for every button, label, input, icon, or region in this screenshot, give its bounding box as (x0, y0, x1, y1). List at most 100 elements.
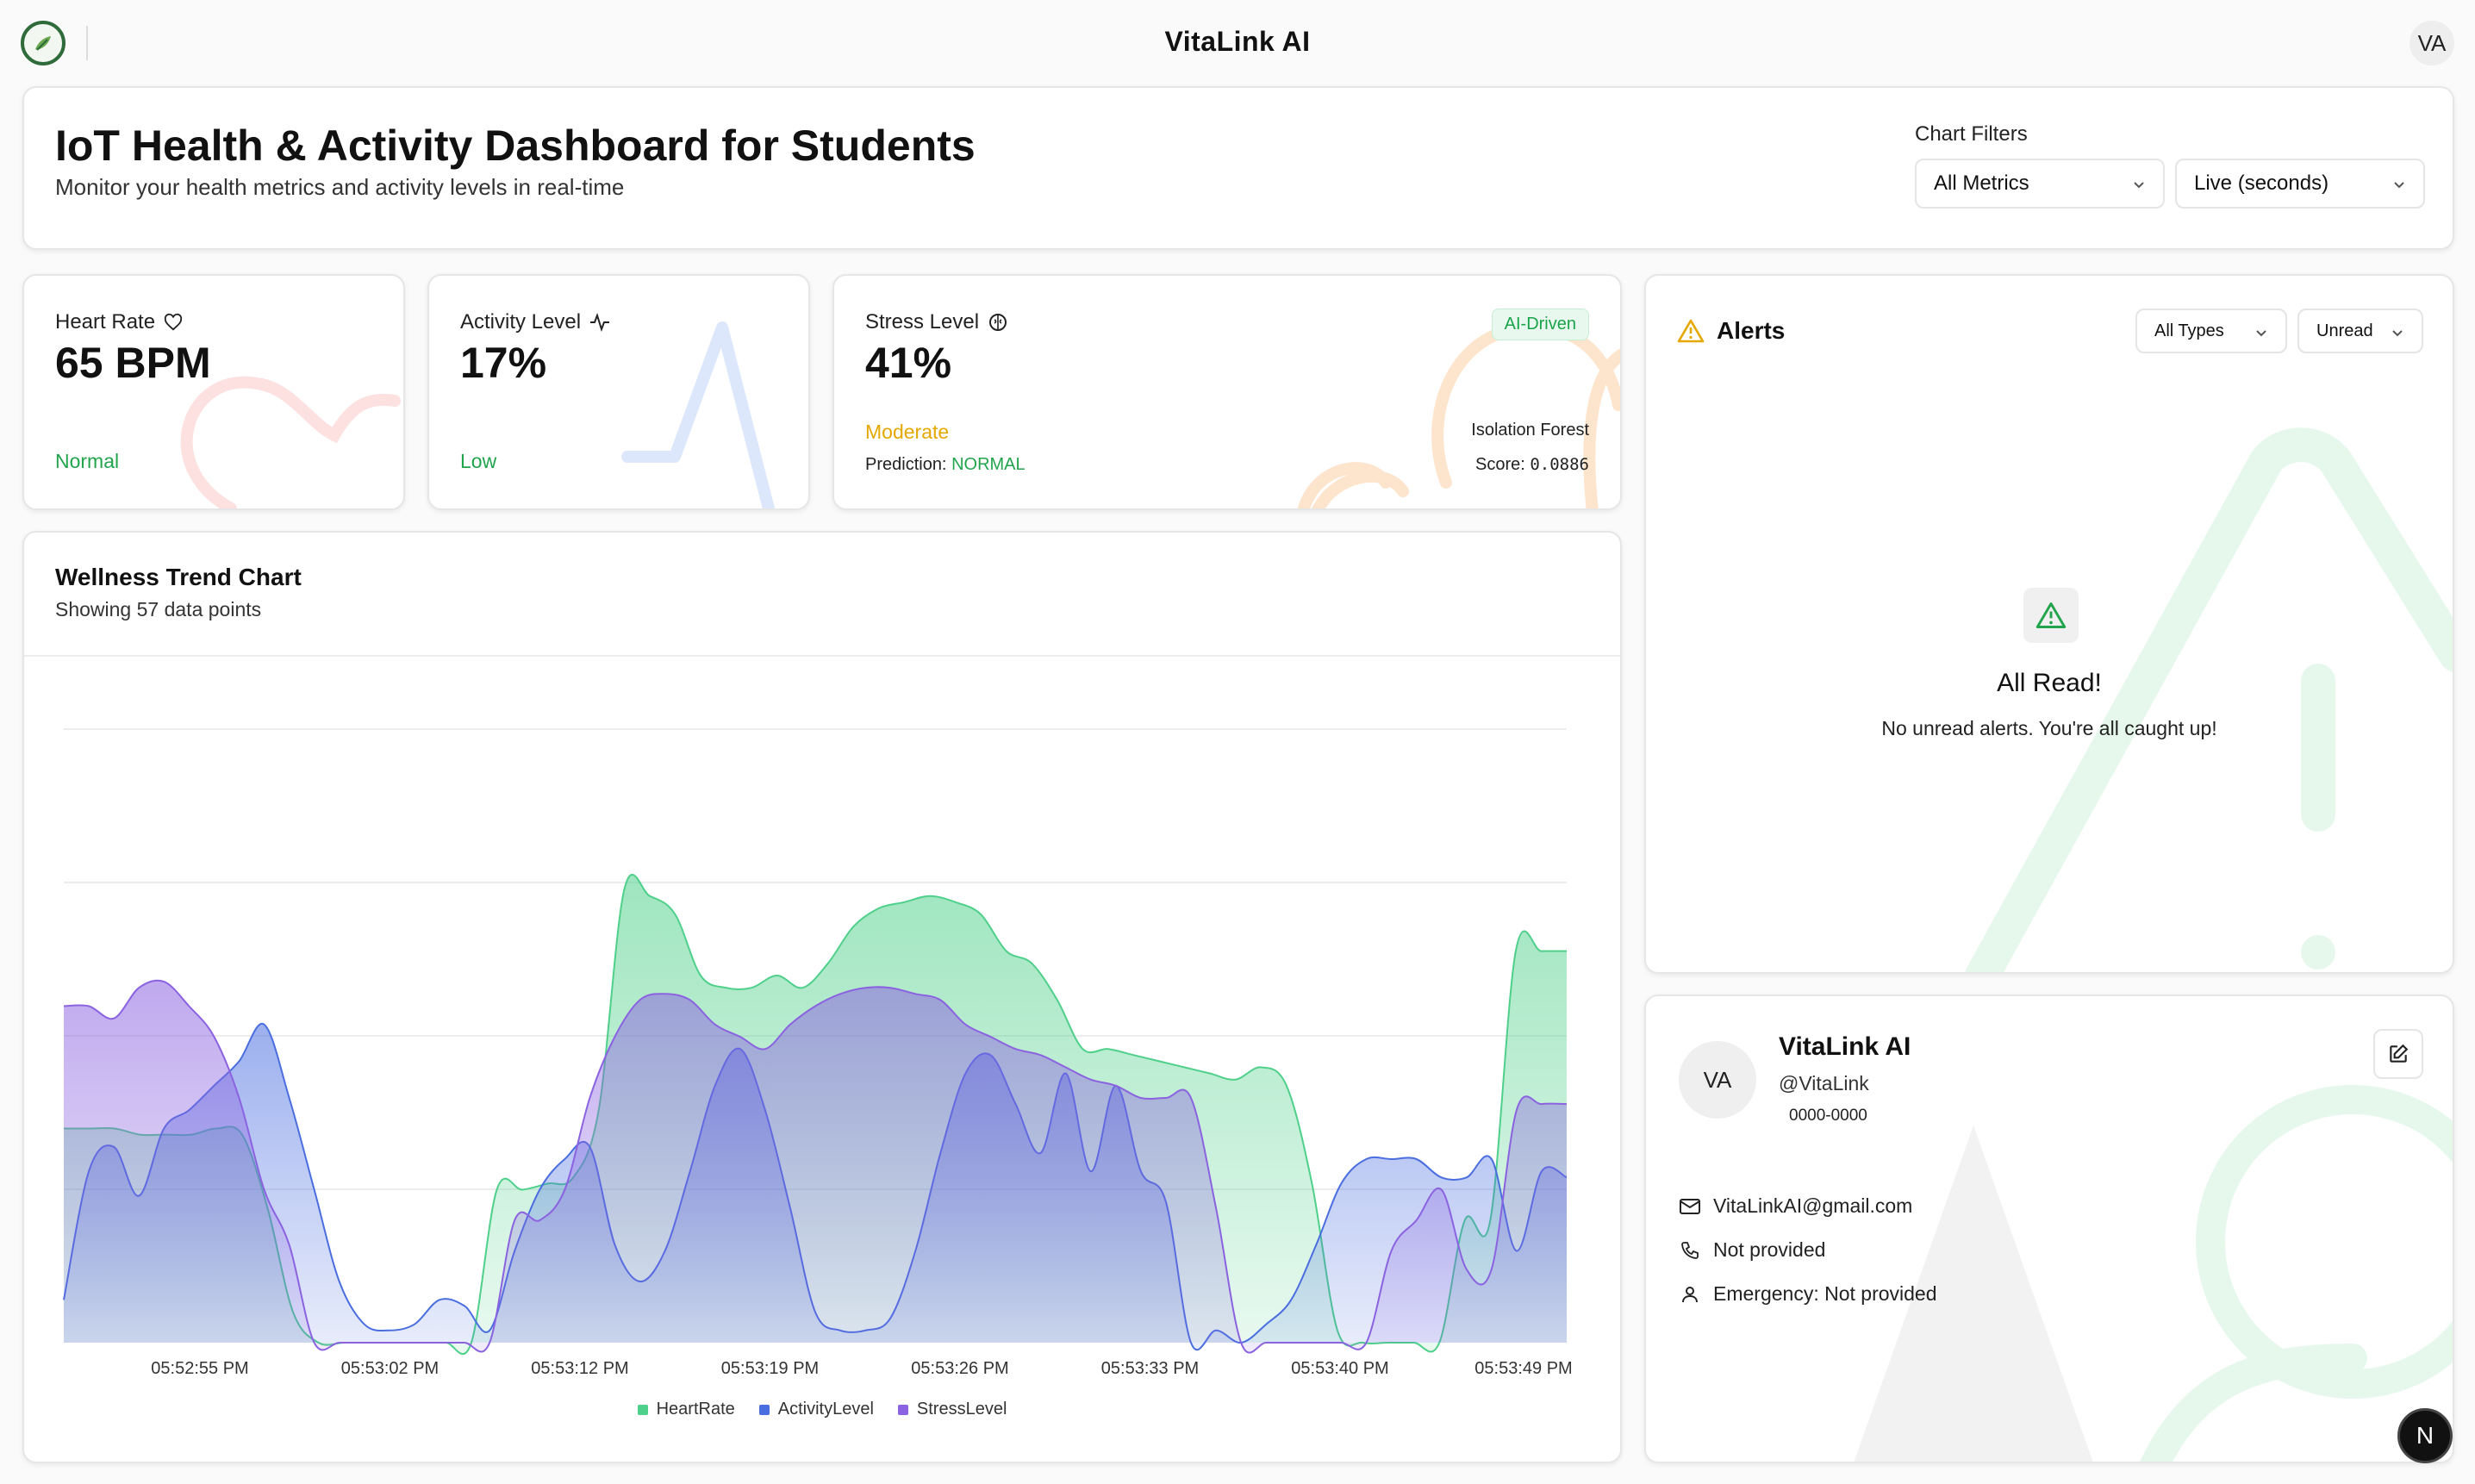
anomaly-score: Score: 0.0886 (1475, 455, 1589, 475)
wellness-trend-card: Wellness Trend Chart Showing 57 data poi… (22, 531, 1622, 1463)
dashboard-header: IoT Health & Activity Dashboard for Stud… (22, 86, 2454, 250)
warning-background-icon (1965, 427, 2453, 972)
app-title: VitaLink AI (1164, 26, 1311, 57)
chevron-down-icon (2256, 330, 2266, 337)
legend-item-heartrate[interactable]: HeartRate (637, 1400, 735, 1419)
x-tick-label: 05:52:55 PM (151, 1359, 248, 1378)
legend-swatch (758, 1404, 770, 1415)
heart-icon (164, 313, 183, 331)
x-tick-label: 05:53:49 PM (1474, 1359, 1572, 1378)
wellness-trend-chart[interactable]: 05:52:55 PM 05:53:02 PM 05:53:12 PM 05:53:1… (24, 533, 1622, 1463)
brain-icon (989, 314, 1007, 331)
series-line-stresslevel[interactable] (63, 979, 1568, 1354)
profile-name: VitaLink AI (1779, 1032, 1911, 1061)
heart-rate-card: Heart Rate 65 BPM Normal (22, 274, 405, 510)
phone-icon (1681, 1241, 1699, 1259)
chevron-down-icon (2134, 182, 2144, 189)
warning-icon (2035, 602, 2067, 628)
page-subtitle: Monitor your health metrics and activity… (55, 174, 625, 200)
legend-label: HeartRate (656, 1400, 735, 1419)
series-area-stresslevel (64, 980, 1567, 1353)
x-tick-label: 05:53:40 PM (1291, 1359, 1388, 1378)
profile-handle: @VitaLink (1779, 1072, 1869, 1094)
activity-pulse-icon (590, 313, 610, 332)
profile-phone-row: Not provided (1679, 1238, 1825, 1262)
user-icon (1682, 1286, 1698, 1302)
heart-rate-title: Heart Rate (55, 310, 183, 334)
mail-icon (1680, 1198, 1700, 1214)
prediction-value: NORMAL (951, 455, 1026, 474)
metric-filter-select[interactable]: All Metrics (1915, 159, 2165, 209)
edit-icon (2390, 1044, 2409, 1063)
x-tick-label: 05:53:26 PM (911, 1359, 1008, 1378)
time-range-value: Live (seconds) (2194, 171, 2329, 195)
page-title: IoT Health & Activity Dashboard for Stud… (55, 122, 976, 170)
activity-background-icon (621, 321, 776, 508)
x-tick-label: 05:53:02 PM (341, 1359, 439, 1378)
alert-type-select[interactable]: All Types (2135, 309, 2287, 353)
legend-item-activitylevel[interactable]: ActivityLevel (758, 1400, 874, 1419)
metric-filter-value: All Metrics (1934, 171, 2029, 195)
profile-id: 0000-0000 (1789, 1107, 1867, 1125)
activity-status: Low (460, 450, 497, 472)
profile-emergency: Emergency: Not provided (1713, 1282, 1937, 1305)
legend-item-stresslevel[interactable]: StressLevel (897, 1400, 1007, 1419)
alerts-card: Alerts All Types Unread All Read! No unr… (1644, 274, 2454, 974)
empty-state-title: All Read! (1997, 669, 2102, 697)
profile-avatar: VA (1679, 1041, 1756, 1119)
time-range-select[interactable]: Live (seconds) (2175, 159, 2425, 209)
profile-card: VA VitaLink AI @VitaLink 0000-0000 VitaL… (1644, 995, 2454, 1463)
stress-value: 41% (865, 339, 952, 387)
activity-title: Activity Level (460, 310, 610, 334)
activity-value: 17% (460, 339, 547, 387)
heart-background-icon (180, 376, 401, 508)
x-tick-label: 05:53:33 PM (1101, 1359, 1199, 1378)
stress-title: Stress Level (865, 310, 1008, 334)
chevron-down-icon (2394, 182, 2404, 189)
app-logo[interactable] (21, 21, 65, 65)
user-avatar[interactable]: VA (2410, 21, 2454, 65)
chart-legend: HeartRate ActivityLevel StressLevel (24, 1400, 1620, 1419)
logo-divider (86, 26, 88, 60)
heart-rate-value: 65 BPM (55, 339, 211, 387)
chevron-down-icon (2392, 330, 2403, 337)
legend-swatch (897, 1404, 908, 1415)
heart-rate-status: Normal (55, 450, 120, 472)
alert-type-value: All Types (2154, 321, 2224, 340)
stress-level-card: Stress Level AI-Driven 41% Moderate Pred… (832, 274, 1622, 510)
alert-read-value: Unread (2316, 321, 2373, 340)
warning-icon (1677, 319, 1705, 343)
legend-label: StressLevel (916, 1400, 1007, 1419)
alert-read-select[interactable]: Unread (2297, 309, 2423, 353)
x-tick-label: 05:53:19 PM (721, 1359, 819, 1378)
x-tick-label: 05:53:12 PM (531, 1359, 628, 1378)
legend-label: ActivityLevel (777, 1400, 874, 1419)
stress-status: Moderate (865, 421, 950, 443)
model-name: Isolation Forest (1471, 421, 1589, 440)
floating-action-button[interactable]: N (2397, 1408, 2453, 1463)
ai-driven-badge: AI-Driven (1491, 309, 1589, 340)
chart-title: Wellness Trend Chart (55, 564, 302, 590)
edit-profile-button[interactable] (2373, 1029, 2423, 1079)
user-background-icon (1854, 1085, 2453, 1462)
stress-label: Stress Level (865, 310, 980, 334)
legend-swatch (637, 1404, 648, 1415)
chart-filters-label: Chart Filters (1915, 122, 2028, 146)
profile-email-row: VitaLinkAI@gmail.com (1679, 1194, 1912, 1218)
empty-state-description: No unread alerts. You're all caught up! (1881, 717, 2217, 739)
leaf-icon (35, 36, 51, 51)
activity-label: Activity Level (460, 310, 582, 334)
chart-divider (24, 655, 1620, 657)
score-label: Score: (1474, 455, 1525, 474)
alerts-title: Alerts (1677, 317, 1785, 345)
heart-rate-label: Heart Rate (55, 310, 156, 334)
prediction-label: Prediction: (865, 455, 947, 474)
stress-prediction: Prediction: NORMAL (865, 455, 1026, 475)
profile-emergency-row: Emergency: Not provided (1679, 1282, 1937, 1306)
chart-subtitle: Showing 57 data points (55, 598, 262, 620)
top-bar: VitaLink AI VA (0, 0, 2475, 84)
score-value: 0.0886 (1530, 455, 1589, 474)
all-read-icon (2023, 588, 2079, 643)
profile-phone: Not provided (1713, 1238, 1826, 1261)
alerts-title-text: Alerts (1717, 317, 1786, 344)
